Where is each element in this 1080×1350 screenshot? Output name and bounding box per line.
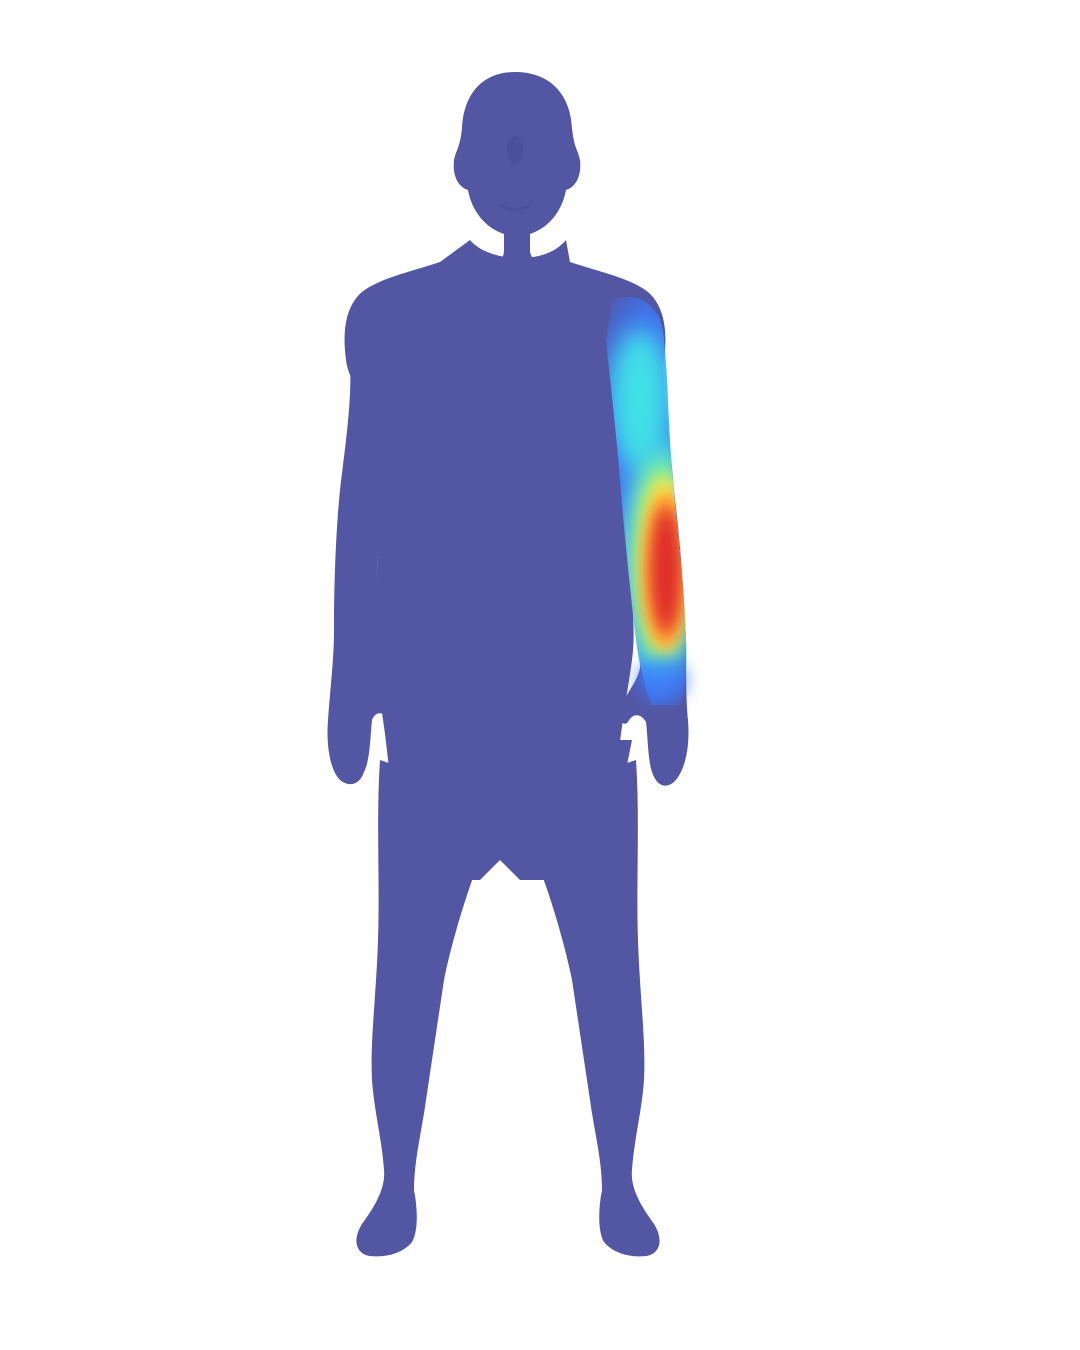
chin-shade [499, 203, 531, 211]
left-leg [516, 760, 660, 1257]
head [453, 72, 581, 272]
body-silhouette [327, 72, 689, 1257]
heat-wrist-glow [636, 660, 688, 700]
torso [344, 240, 666, 880]
right-leg [356, 760, 500, 1257]
right-arm [327, 292, 402, 785]
nose-shade [507, 136, 523, 164]
heat-red-core [651, 508, 681, 632]
heat-cyan-upper [610, 330, 670, 470]
